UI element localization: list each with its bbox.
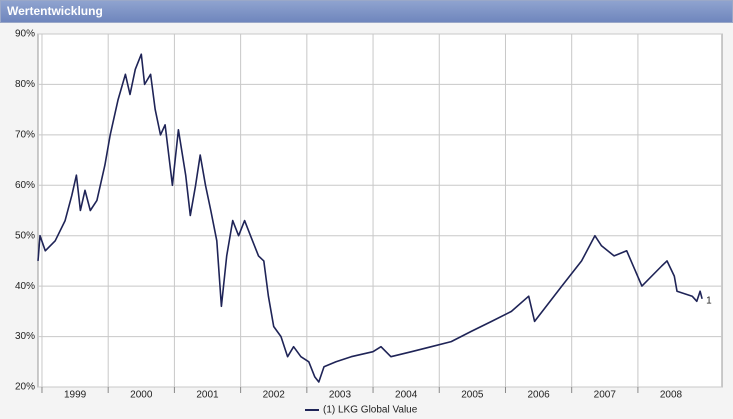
x-tick-label: 1999 — [64, 390, 87, 401]
y-tick-label: 70% — [15, 129, 35, 140]
x-tick-label: 2008 — [660, 390, 683, 401]
header-bar: Wertentwicklung — [0, 0, 733, 23]
plot-area — [37, 33, 723, 388]
y-tick-label: 90% — [15, 29, 35, 40]
x-tick-label: 2006 — [527, 390, 550, 401]
x-tick-label: 2001 — [196, 390, 219, 401]
y-tick-label: 40% — [15, 281, 35, 292]
x-tick-label: 2002 — [263, 390, 286, 401]
y-tick-label: 60% — [15, 180, 35, 191]
x-tick-label: 2000 — [130, 390, 153, 401]
chart: 20% 30% 40% 50% 60% 70% 80% 90% 1999 2000 2001 2002… — [0, 23, 733, 419]
x-tick-label: 2007 — [594, 390, 617, 401]
series-end-label: 1 — [706, 295, 712, 306]
y-tick-label: 80% — [15, 79, 35, 90]
y-tick-label: 30% — [15, 331, 35, 342]
x-tick-label: 2005 — [461, 390, 484, 401]
x-tick-label: 2004 — [395, 390, 418, 401]
y-tick-label: 50% — [15, 230, 35, 241]
header-title: Wertentwicklung — [7, 4, 103, 18]
y-tick-label: 20% — [15, 382, 35, 393]
series-line — [37, 53, 703, 383]
legend-label: (1) LKG Global Value — [323, 405, 418, 416]
x-tick-label: 2003 — [329, 390, 352, 401]
